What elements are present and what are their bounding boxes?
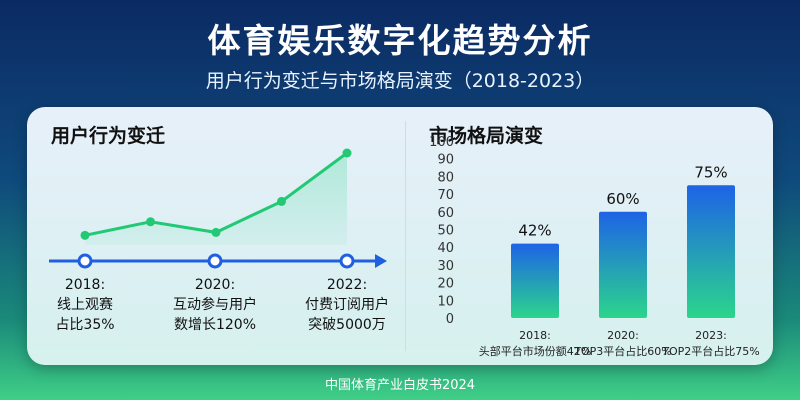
- y-tick-label: 100: [429, 135, 454, 150]
- x-category-label: 头部平台市场份额42%: [479, 344, 591, 358]
- timeline-arrow-icon: [375, 254, 387, 268]
- bar: [687, 185, 735, 318]
- milestone-text: 数增长120%: [174, 317, 256, 333]
- trend-point: [146, 217, 155, 227]
- bar-value-label: 60%: [606, 190, 639, 208]
- y-tick-label: 80: [437, 170, 454, 185]
- source-footer: 中国体育产业白皮书2024: [324, 378, 476, 393]
- y-tick-label: 10: [437, 294, 454, 309]
- milestone-text: 付费订阅用户: [305, 296, 389, 313]
- y-tick-label: 60: [437, 206, 454, 221]
- timeline-node: [207, 253, 223, 269]
- market-structure-chart: 0 10 20 30 40 50 60 70 80 90 100 42% 2018: 头部平台市场份额42…: [429, 135, 760, 358]
- y-tick-label: 70: [437, 188, 454, 203]
- milestone-text: 2022:: [327, 277, 367, 293]
- market-structure-title: 市场格局演变: [429, 125, 544, 147]
- y-tick-label: 90: [437, 153, 454, 168]
- timeline-node: [77, 253, 93, 269]
- x-category-label: TOP3平台占比60%: [573, 344, 671, 358]
- timeline-node: [339, 253, 355, 269]
- x-category-label: 2023:: [695, 329, 727, 342]
- milestone-text: 突破5000万: [308, 317, 386, 333]
- milestone-text: 互动参与用户: [173, 296, 257, 313]
- panel-divider: [405, 121, 406, 351]
- user-behavior-title: 用户行为变迁: [51, 125, 166, 147]
- trend-point: [80, 230, 90, 240]
- y-tick-label: 50: [437, 224, 454, 239]
- milestone-text: 2018:: [65, 277, 105, 293]
- y-tick-label: 30: [437, 259, 454, 274]
- page-subtitle: 用户行为变迁与市场格局演变（2018-2023）: [205, 70, 595, 92]
- bar-value-label: 75%: [694, 163, 727, 181]
- bar: [511, 243, 559, 318]
- y-tick-label: 0: [446, 312, 454, 327]
- page-title: 体育娱乐数字化趋势分析: [207, 21, 593, 60]
- trend-point: [277, 196, 286, 206]
- trend-point: [211, 227, 221, 237]
- milestone-text: 2020:: [195, 277, 235, 293]
- x-category-label: 2020:: [607, 329, 639, 342]
- milestone-text: 线上观赛: [57, 297, 113, 313]
- bar-value-label: 42%: [518, 222, 551, 240]
- milestone-text: 占比35%: [55, 317, 114, 333]
- y-tick-label: 40: [437, 241, 454, 256]
- y-tick-label: 20: [437, 277, 454, 292]
- bar: [599, 211, 647, 318]
- content-panel: 用户行为变迁 市场格局演变 2018: 线上观赛占比35% 2020: 互动参与用户数…: [27, 107, 773, 365]
- x-category-label: TOP2平台占比75%: [661, 344, 759, 358]
- x-category-label: 2018:: [519, 329, 551, 342]
- trend-point: [342, 148, 352, 158]
